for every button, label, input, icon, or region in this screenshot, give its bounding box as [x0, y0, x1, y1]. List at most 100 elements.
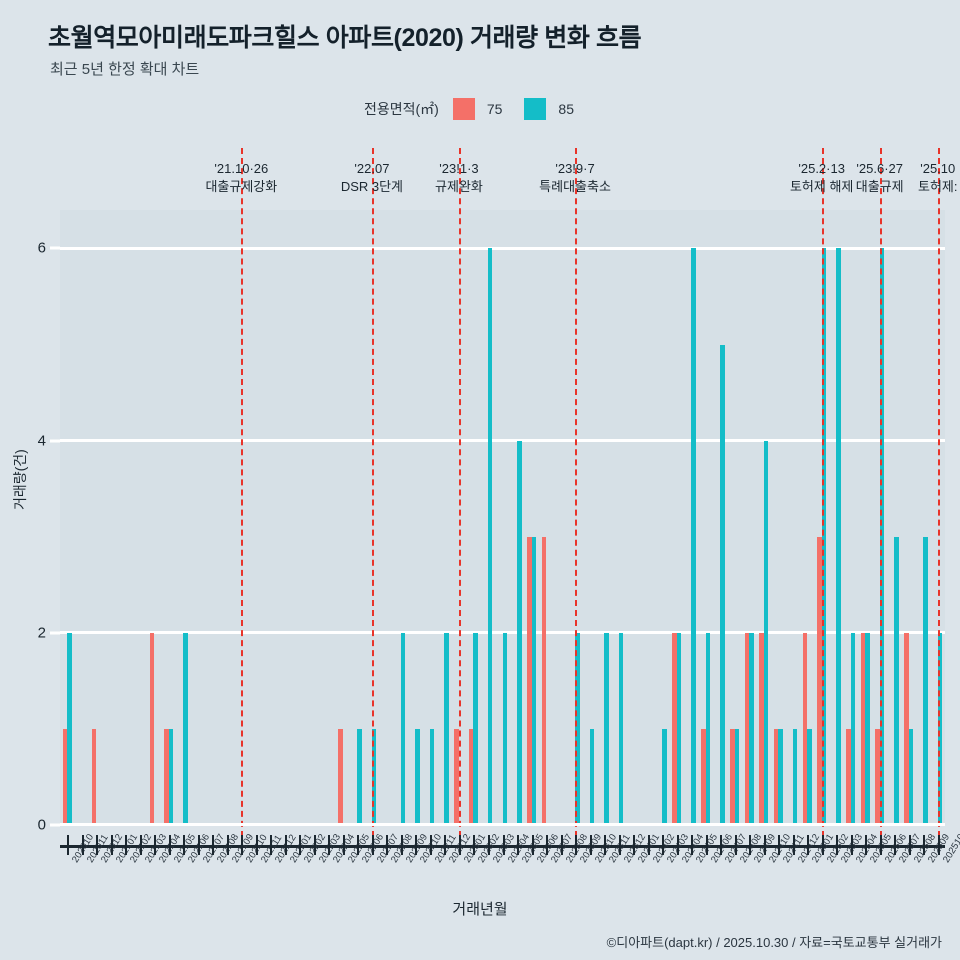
x-axis-tick [908, 835, 911, 855]
bar-75-202302 [468, 728, 474, 825]
event-line-202207 [371, 148, 374, 847]
bar-85-202411 [778, 728, 783, 825]
x-axis-tick [589, 835, 592, 855]
event-annotation-text: 토허제 해제 [789, 178, 854, 194]
bar-85-202504 [850, 632, 856, 825]
event-annotation-date: '25.10 [920, 161, 956, 176]
x-axis-tick [299, 835, 302, 855]
x-axis-tick [560, 835, 563, 855]
bar-85-202010 [67, 632, 72, 825]
x-axis-tick [937, 835, 940, 855]
x-axis-tick [241, 835, 244, 855]
x-axis-tick [894, 835, 897, 855]
x-axis-tick [575, 835, 578, 855]
bar-75-202508 [904, 632, 909, 825]
x-axis-tick [836, 835, 839, 855]
legend-swatch-75-icon [452, 98, 475, 120]
footer-credit: ©디아파트(dapt.kr) / 2025.10.30 / 자료=국토교통부 실… [606, 935, 942, 950]
x-axis-tick [154, 835, 157, 855]
x-axis-tick [879, 835, 882, 855]
gridline [60, 439, 945, 443]
x-axis-title: 거래년월 [452, 901, 508, 918]
event-annotation-text: 규제완화 [435, 178, 483, 194]
bar-series-container [60, 210, 945, 825]
event-annotation-date: '23!9·7 [555, 161, 595, 176]
x-axis-tick [807, 835, 810, 855]
bar-85-202309 [575, 632, 580, 825]
x-axis-tick [676, 835, 679, 855]
event-annotation-text: DSR 3단계 [340, 178, 404, 194]
bar-85-202406 [705, 632, 711, 825]
y-axis-tick-label: 6 [37, 239, 46, 257]
event-line-202510 [937, 148, 940, 847]
event-annotation-202301: '23!1·3 규제완화 [435, 160, 483, 195]
bar-75-202506 [875, 728, 880, 825]
bar-75-202409 [744, 632, 750, 825]
x-axis-tick [633, 835, 636, 855]
bar-85-202405 [691, 248, 696, 825]
bar-75-202301 [454, 728, 459, 825]
x-axis-tick [226, 835, 229, 855]
event-annotation-text: 토허제: [918, 178, 958, 194]
bar-85-202105 [168, 728, 174, 825]
x-axis-tick [618, 835, 621, 855]
bar-75-202408 [730, 728, 735, 825]
x-axis-tick [865, 835, 868, 855]
gridline [60, 246, 945, 250]
bar-85-202306 [531, 536, 537, 825]
event-line-202506 [879, 148, 882, 847]
bar-85-202311 [604, 632, 609, 825]
x-axis-tick [400, 835, 403, 855]
event-line-202301 [458, 148, 461, 847]
y-axis-title: 거래량(건) [12, 449, 28, 510]
legend-item-75[interactable]: 75 [452, 98, 502, 120]
x-axis-tick [212, 835, 215, 855]
event-annotation-text: 대출규제강화 [205, 178, 278, 194]
x-axis-tick [546, 835, 549, 855]
x-axis-tick [531, 835, 534, 855]
bar-85-202212 [444, 632, 449, 825]
bar-85-202407 [720, 344, 725, 825]
bar-85-202508 [908, 728, 914, 825]
x-axis-tick [850, 835, 853, 855]
bar-75-202504 [846, 728, 851, 825]
x-axis-tick [342, 835, 345, 855]
x-axis-tick [81, 835, 84, 855]
event-annotation-text: 특례대출축소 [539, 178, 611, 194]
event-annotation-202110: '21.10·26 대출규제강화 [205, 160, 277, 195]
bar-75-202505 [860, 632, 866, 825]
bar-85-202207 [371, 728, 377, 825]
x-axis-tick [67, 835, 70, 855]
legend-item-85[interactable]: 85 [524, 98, 574, 120]
y-axis-tick-label: 4 [37, 432, 46, 450]
event-annotation-202506: '25.6·27 대출규제 [856, 160, 904, 195]
chart-legend: 전용면적(㎡) 75 85 [0, 98, 960, 120]
event-annotation-202207: '22.07 DSR 3단계 [341, 160, 403, 195]
bar-85-202410 [763, 440, 769, 825]
bar-85-202505 [865, 632, 870, 825]
bar-85-202310 [589, 728, 595, 825]
bar-75-202404 [672, 632, 677, 825]
bar-85-202501 [807, 728, 812, 825]
x-axis-tick [139, 835, 142, 855]
event-line-202502 [821, 148, 824, 847]
bar-85-202404 [676, 632, 682, 825]
bar-75-202205 [338, 728, 343, 825]
x-axis-tick [386, 835, 389, 855]
x-axis-tick [720, 835, 723, 855]
y-axis-tick [50, 631, 60, 635]
bar-85-202403 [662, 728, 667, 825]
x-axis-tick [473, 835, 476, 855]
bar-85-202507 [894, 536, 899, 825]
event-annotation-text: 대출규제 [855, 178, 904, 194]
x-axis-tick [502, 835, 505, 855]
y-axis-tick-label: 2 [37, 624, 46, 642]
event-annotation-date: '23!1·3 [439, 161, 479, 176]
x-axis-tick [604, 835, 607, 855]
x-axis-tick [749, 835, 752, 855]
x-axis-tick [284, 835, 287, 855]
event-annotation-date: '21.10·26 [214, 161, 269, 176]
y-axis: 0 2 4 6 [0, 210, 60, 834]
bar-85-202302 [473, 632, 478, 825]
